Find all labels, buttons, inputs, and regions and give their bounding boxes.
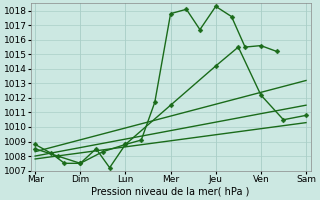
X-axis label: Pression niveau de la mer( hPa ): Pression niveau de la mer( hPa ) bbox=[92, 187, 250, 197]
